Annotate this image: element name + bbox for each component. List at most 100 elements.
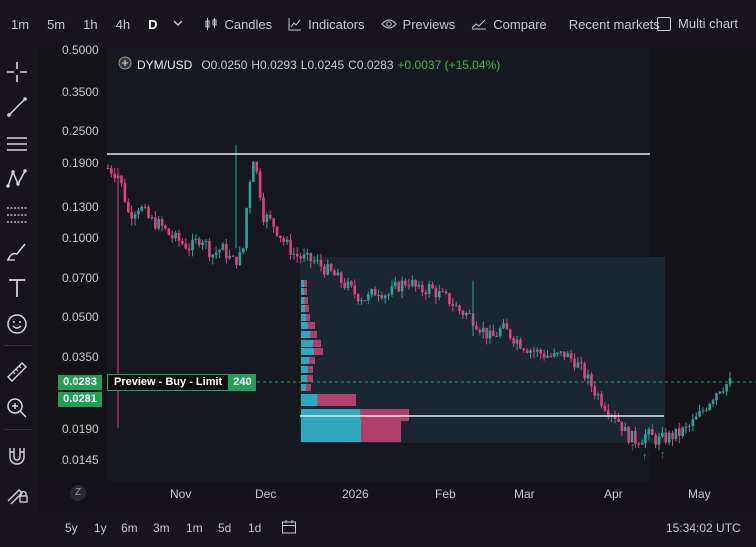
zoom-in-icon[interactable] [5,396,29,420]
candle-body [593,386,597,396]
order-quantity[interactable]: 240 [229,374,256,391]
y-tick: 0.2500 [62,124,99,138]
candle-body [373,289,377,296]
timeframe-4h[interactable]: 4h [115,16,131,32]
timeframe-1m[interactable]: 1m [11,16,30,32]
brush-icon[interactable] [5,240,29,264]
high-value: H0.0293 [251,57,297,72]
candle-body [404,280,407,286]
candle-body [333,270,336,276]
candle-body [302,254,306,259]
candle-body [150,217,154,219]
candles-button[interactable]: Candles [204,17,272,32]
range-1m[interactable]: 1m [186,521,203,535]
range-5y[interactable]: 5y [65,521,78,535]
previews-button[interactable]: Previews [380,17,455,32]
timeframe-1h[interactable]: 1h [83,16,98,32]
candle-body [424,292,428,295]
chart-canvas[interactable]: ↑ ↑ ↑ [40,48,756,481]
candle-body [478,329,482,333]
volume-profile-buy-bar [301,280,304,287]
candle-body [529,350,532,353]
indicators-button[interactable]: Indicators [288,17,365,32]
candle-body [637,443,641,445]
multi-chart-toggle[interactable]: Multi chart [657,16,738,31]
candle-body [708,403,712,410]
timeframe-d[interactable]: D [148,16,158,32]
emoji-icon[interactable] [5,312,29,336]
candle-body [164,225,167,229]
candle-body [576,362,580,368]
candle-body [225,243,228,259]
candle-body [681,427,684,436]
volume-profile-sell-bar [307,375,313,382]
candle-body [133,214,137,219]
range-3m[interactable]: 3m [153,521,170,535]
volume-profile-sell-bar [310,331,317,338]
candle-body [123,183,127,203]
candle-body [323,266,326,275]
order-price-tag[interactable]: 0.0281 [58,392,102,407]
candle-body [252,162,255,182]
candle-body [421,284,424,293]
volume-profile-sell-bar [360,409,409,421]
range-6m[interactable]: 6m [121,521,138,535]
candle-body [157,219,161,229]
volume-profile-buy-bar [301,288,304,295]
candle-body [218,250,221,253]
order-preview[interactable]: Preview - Buy - Limit 240 [107,374,256,391]
x-tick: Mar [514,487,535,501]
calendar-icon[interactable] [281,519,297,535]
candle-body [495,336,499,338]
z-button[interactable]: Z [70,485,86,501]
y-tick: 0.5000 [62,43,99,57]
candles-label: Candles [224,16,273,32]
candle-body [444,291,448,294]
candle-body [488,330,492,339]
candle-body [265,214,269,222]
candle-body [296,253,299,257]
lock-drawings-icon[interactable] [5,481,29,505]
timeframe-5m[interactable]: 5m [47,16,66,32]
multi-chart-checkbox[interactable] [657,16,672,31]
time-axis[interactable]: Z Nov Dec 2026 Feb Mar Apr May [40,481,756,505]
compare-button[interactable]: Compare [471,17,547,32]
pattern-icon[interactable] [5,167,29,191]
magnet-icon[interactable] [5,444,29,468]
volume-profile-sell-bar [304,280,307,287]
volume-profile-sell-bar [306,314,310,321]
trend-line-icon[interactable] [5,95,29,119]
candle-body [583,363,586,379]
volume-profile-sell-bar [314,348,323,355]
crosshair-icon[interactable] [5,60,29,84]
y-tick: 0.0190 [62,422,99,436]
recent-markets-button[interactable]: Recent markets [568,16,660,32]
text-icon[interactable] [5,276,29,300]
fibonacci-icon[interactable] [5,203,29,227]
candle-body [688,425,691,427]
range-1y[interactable]: 1y [94,521,107,535]
parallel-channel-icon[interactable] [5,132,29,156]
ruler-icon[interactable] [5,360,29,384]
candle-body [353,285,357,295]
range-5d[interactable]: 5d [218,521,232,535]
chevron-down-icon[interactable] [172,17,184,32]
utc-clock[interactable]: 15:34:02 UTC [666,521,741,535]
candle-body [437,291,441,298]
range-1d[interactable]: 1d [248,521,262,535]
y-tick: 0.0145 [62,453,99,467]
volume-profile-buy-bar [301,394,318,406]
candle-body [691,419,695,426]
candle-body [505,323,509,330]
price-chart[interactable]: ↑ ↑ ↑ [40,48,756,481]
candle-body [569,353,573,359]
order-preview-label[interactable]: Preview - Buy - Limit [107,374,230,391]
candle-body [701,410,705,412]
candle-body [563,351,566,358]
volume-profile-sell-bar [304,288,307,295]
volume-profile-buy-bar [301,314,307,321]
y-tick: 0.1300 [62,200,99,214]
candle-body [542,353,546,358]
volume-profile-buy-bar [301,384,306,391]
candle-body [309,252,313,262]
